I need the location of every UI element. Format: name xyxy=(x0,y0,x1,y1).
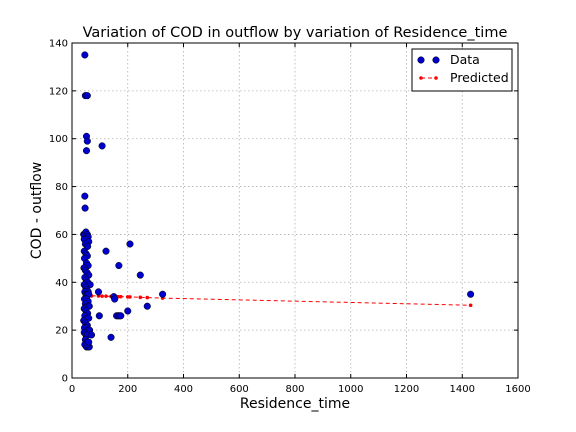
y-tick-label: 20 xyxy=(55,326,68,337)
chart-title: Variation of COD in outflow by variation… xyxy=(83,25,508,41)
x-tick-label: 800 xyxy=(285,384,304,395)
data-point xyxy=(117,312,125,320)
data-point xyxy=(98,142,106,150)
data-point xyxy=(81,51,89,59)
legend-predicted-marker xyxy=(419,76,423,80)
predicted-point xyxy=(138,295,143,300)
data-point xyxy=(111,295,119,303)
legend-predicted-marker xyxy=(434,76,438,80)
data-point xyxy=(81,204,89,212)
predicted-point xyxy=(100,294,104,298)
y-tick-label: 100 xyxy=(49,134,68,145)
data-point xyxy=(115,261,123,270)
x-tick-label: 1200 xyxy=(394,384,419,395)
legend: Data Predicted xyxy=(411,48,513,92)
y-tick-label: 80 xyxy=(55,182,68,193)
predicted-point xyxy=(145,295,150,300)
y-axis-label: COD - outflow xyxy=(29,162,45,259)
x-tick-label: 400 xyxy=(174,384,193,395)
data-point xyxy=(107,333,115,341)
legend-data-marker xyxy=(432,56,440,64)
data-series xyxy=(80,51,475,351)
data-point xyxy=(467,290,475,298)
y-tick-label: 60 xyxy=(55,230,68,241)
legend-predicted-label: Predicted xyxy=(450,70,509,85)
data-point xyxy=(82,147,91,155)
data-point xyxy=(95,312,103,320)
data-point xyxy=(81,192,89,200)
data-point xyxy=(84,242,92,250)
predicted-point xyxy=(128,295,132,299)
data-point xyxy=(143,302,151,310)
data-point xyxy=(102,247,110,255)
y-tick-label: 40 xyxy=(55,278,68,289)
x-tick-label: 200 xyxy=(118,384,137,395)
x-tick-label: 600 xyxy=(230,384,249,395)
predicted-point xyxy=(468,303,473,308)
plot-frame xyxy=(71,42,519,379)
data-point xyxy=(83,92,91,100)
x-tick-label: 1400 xyxy=(450,384,475,395)
predicted-point xyxy=(104,294,108,298)
y-tick-label: 140 xyxy=(49,39,68,50)
legend-data-marker xyxy=(417,56,425,64)
y-tick-label: 120 xyxy=(49,86,68,97)
x-tick-label: 1600 xyxy=(505,384,530,395)
predicted-point xyxy=(118,294,123,299)
x-tick-label: 1000 xyxy=(338,384,363,395)
data-point xyxy=(124,307,132,315)
data-point xyxy=(136,271,144,279)
x-tick-label: 0 xyxy=(69,384,75,395)
legend-data-label: Data xyxy=(450,52,480,67)
data-point xyxy=(83,137,91,145)
data-point xyxy=(87,331,96,339)
y-tick-label: 0 xyxy=(62,374,68,385)
x-axis-label: Residence_time xyxy=(240,396,350,412)
legend-box xyxy=(411,48,513,92)
data-point xyxy=(94,288,103,296)
data-point xyxy=(85,338,93,346)
data-point xyxy=(126,240,134,248)
data-point xyxy=(159,290,167,298)
